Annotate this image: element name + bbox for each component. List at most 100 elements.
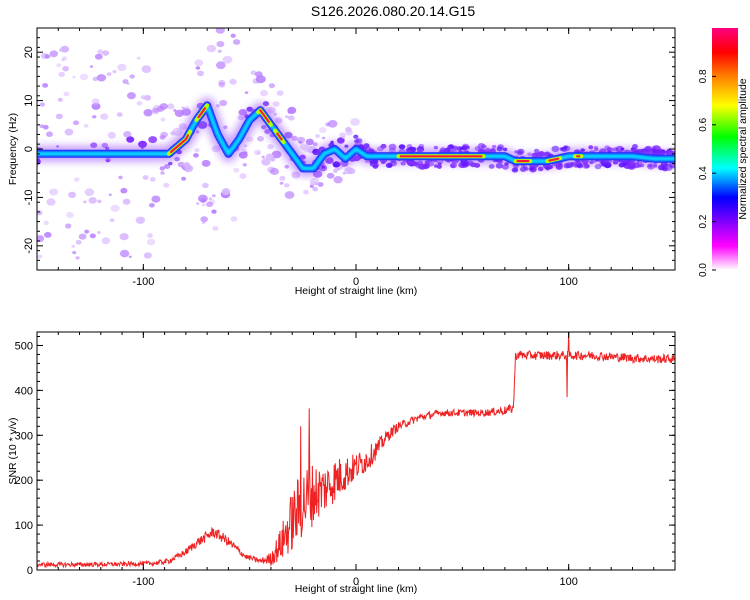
spectral-speck (135, 216, 146, 224)
spectral-speck (216, 41, 225, 48)
spectrogram-x-axis: -100 0 100 (36, 28, 676, 288)
spectral-speck (57, 97, 63, 102)
spectral-speck (433, 164, 438, 168)
spectral-speck (272, 101, 280, 107)
spectral-speck (55, 113, 63, 120)
spectral-speck (208, 197, 212, 200)
spectral-speck (84, 188, 95, 197)
spectral-speck (37, 254, 43, 259)
spectral-speck (151, 195, 161, 203)
spectral-speck (92, 76, 98, 82)
y-tick-label: -20 (23, 238, 35, 254)
spectral-ridge-cyan (37, 103, 675, 171)
spectral-speck (116, 112, 123, 117)
spectral-speck (477, 143, 485, 149)
y-tick-label: 0 (23, 146, 35, 152)
spectral-speck (44, 231, 52, 238)
spectral-speck (315, 134, 320, 138)
spectral-speck (212, 226, 219, 231)
colorbar-tick-label: 0.0 (698, 263, 709, 277)
spectral-speck (92, 115, 97, 119)
x-tick-label: 100 (559, 276, 577, 288)
spectral-speck (71, 244, 76, 248)
colorbar-tick-label: 0.4 (698, 166, 709, 180)
spectral-speck (261, 158, 271, 166)
spectral-speck (101, 237, 111, 245)
spectral-speck (58, 71, 65, 77)
spectral-speck (422, 164, 428, 169)
spectral-speck (39, 102, 45, 107)
spectral-speck (37, 235, 45, 243)
spectral-speck (173, 109, 177, 112)
spectral-speck (42, 124, 49, 130)
spectral-speck (163, 182, 170, 188)
spectral-speck (83, 124, 89, 128)
peak-band-core (169, 134, 190, 154)
spectral-speck (462, 143, 469, 149)
spectral-speck (291, 135, 298, 141)
colorbar: 0.0 0.2 0.4 0.6 0.8 Normalized spectral ampl… (698, 28, 749, 277)
spectral-speck (75, 239, 82, 245)
spectral-speck (305, 138, 314, 146)
spectral-speck (284, 164, 289, 169)
snr-y-axis: 0 100 200 300 400 500 (15, 335, 675, 577)
spectral-speck (164, 164, 171, 169)
spectral-speck (118, 175, 123, 180)
spectral-speck (319, 127, 327, 134)
spectral-speck (230, 216, 238, 222)
spectral-speck (122, 198, 131, 205)
spectral-speck (353, 134, 359, 139)
spectral-speck (42, 83, 49, 88)
spectral-speck (312, 142, 318, 147)
spectral-speck (517, 148, 525, 155)
spectral-speck (119, 249, 130, 258)
spectrogram-y-axis: -20 -10 0 10 20 (23, 27, 675, 271)
spectral-speck (89, 233, 96, 239)
spectral-speck (336, 137, 345, 144)
spectral-speck (303, 189, 310, 195)
spectral-speck (58, 48, 64, 52)
spectral-speck (232, 39, 241, 45)
spectral-speck (347, 170, 352, 174)
spectral-speck (88, 197, 97, 204)
spectral-speck (174, 109, 185, 118)
spectral-speck (302, 144, 313, 153)
spectral-speck (193, 153, 199, 158)
spectral-speck (64, 128, 74, 136)
spectral-speck (84, 229, 90, 234)
spectral-noise-speckle (37, 28, 675, 260)
x-tick-label: -100 (132, 576, 154, 588)
spectral-speck (143, 109, 153, 117)
spectral-speck (230, 33, 236, 38)
spectral-speck (287, 115, 295, 121)
spectral-speck (168, 161, 173, 166)
spectral-speck (327, 120, 338, 128)
spectral-speck (287, 106, 297, 114)
y-tick-label: 400 (15, 385, 33, 397)
spectral-speck (119, 233, 129, 241)
spectral-speck (194, 59, 204, 67)
spectral-speck (56, 63, 62, 68)
peak-band-core (276, 132, 283, 141)
spectral-speck (181, 106, 185, 110)
spectral-speck (211, 209, 217, 214)
y-tick-label: 100 (15, 520, 33, 532)
spectral-speck (279, 175, 286, 181)
spectral-speck (325, 122, 331, 127)
spectral-speck (270, 157, 276, 162)
spectrogram-y-label: Frequency (Hz) (7, 113, 19, 185)
spectral-speck (222, 55, 233, 64)
spectral-speck (239, 173, 247, 180)
spectral-speck (109, 218, 115, 223)
spectral-speck (380, 143, 387, 149)
spectral-speck (89, 65, 94, 68)
spectral-speck (309, 181, 316, 186)
spectral-speck (218, 82, 226, 88)
spectral-speck (184, 164, 194, 172)
snr-panel: -100 0 100 0 100 200 300 400 500 Height of stra… (7, 331, 676, 595)
spectral-speck (200, 198, 207, 203)
spectral-peak-highlights (166, 103, 584, 164)
spectral-speck (147, 233, 153, 238)
